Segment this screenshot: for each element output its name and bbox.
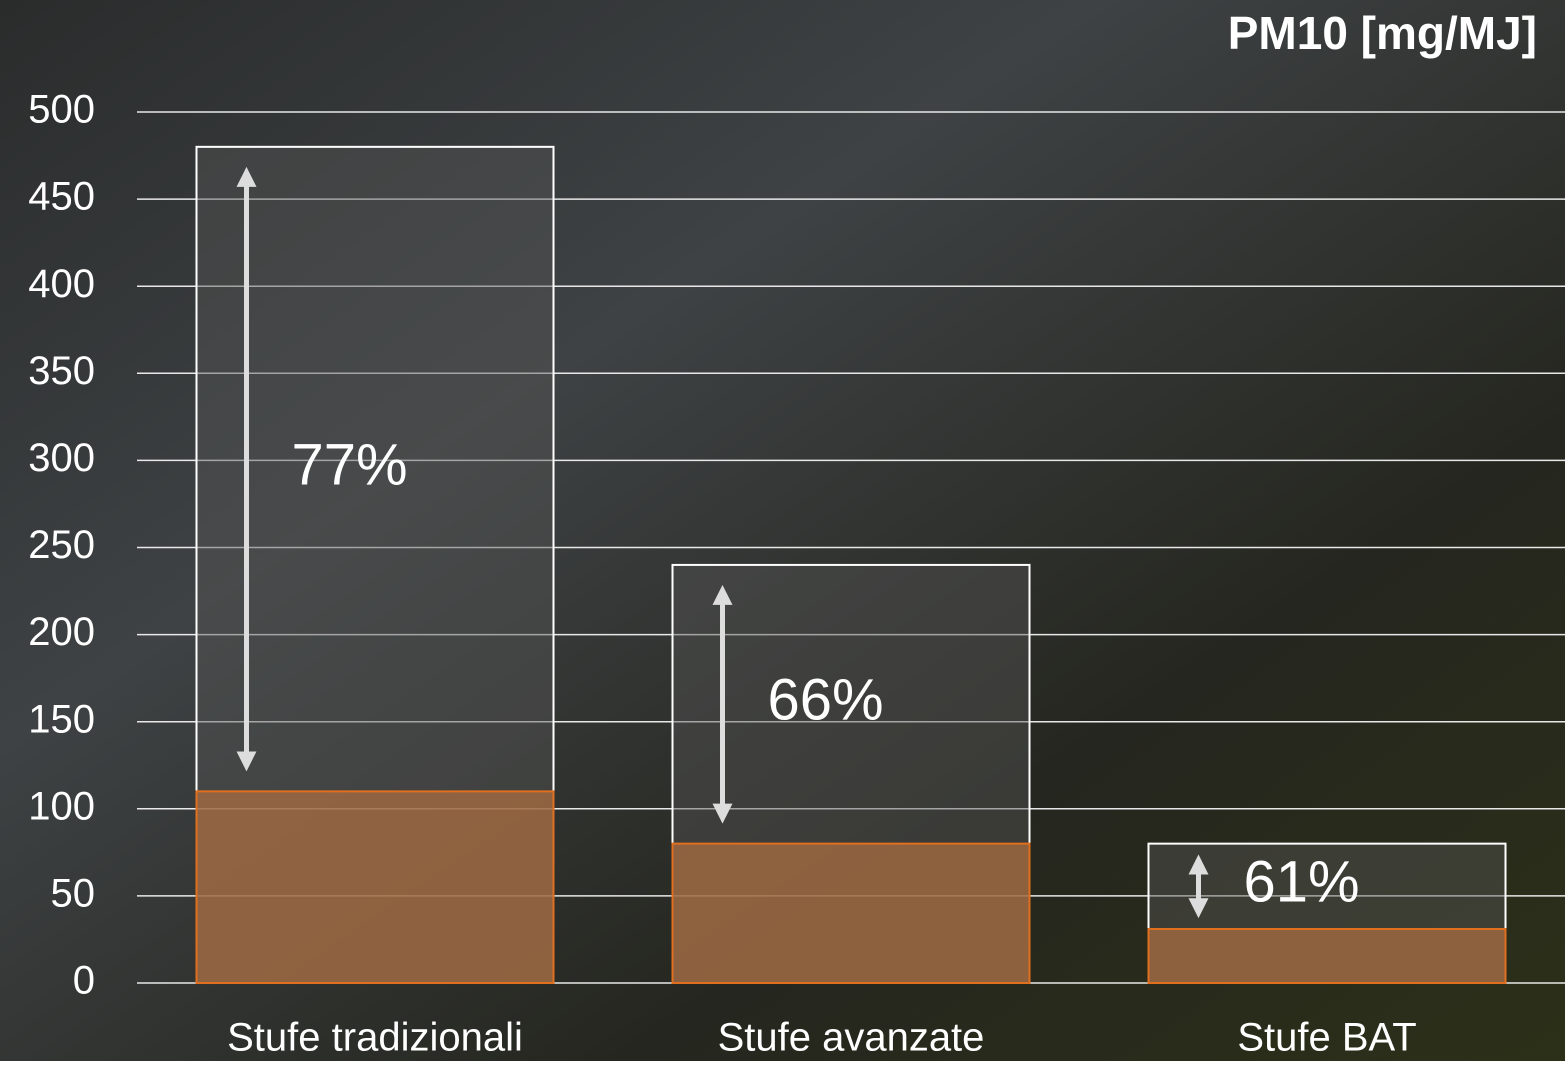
y-tick-label: 50 [51, 871, 96, 915]
y-tick-label: 200 [28, 610, 95, 654]
y-tick-label: 300 [28, 436, 95, 480]
y-tick-label: 350 [28, 349, 95, 393]
chart-title: PM10 [mg/MJ] [1228, 7, 1537, 59]
inner-bar [195, 790, 555, 984]
reduction-label: 77% [292, 432, 408, 497]
inner-bar [1147, 927, 1507, 984]
y-tick-label: 400 [28, 262, 95, 306]
y-tick-label: 250 [28, 523, 95, 567]
reduction-label: 61% [1244, 850, 1360, 915]
y-tick-label: 0 [73, 959, 95, 1003]
reduction-label: 66% [768, 668, 884, 733]
y-tick-label: 450 [28, 175, 95, 219]
x-tick-label: Stufe tradizionali [227, 1016, 523, 1060]
x-tick-label: Stufe avanzate [718, 1016, 985, 1060]
y-tick-label: 500 [28, 88, 95, 132]
y-tick-label: 150 [28, 697, 95, 741]
y-tick-label: 100 [28, 784, 95, 828]
x-tick-label: Stufe BAT [1237, 1016, 1416, 1060]
inner-bar [671, 842, 1031, 985]
